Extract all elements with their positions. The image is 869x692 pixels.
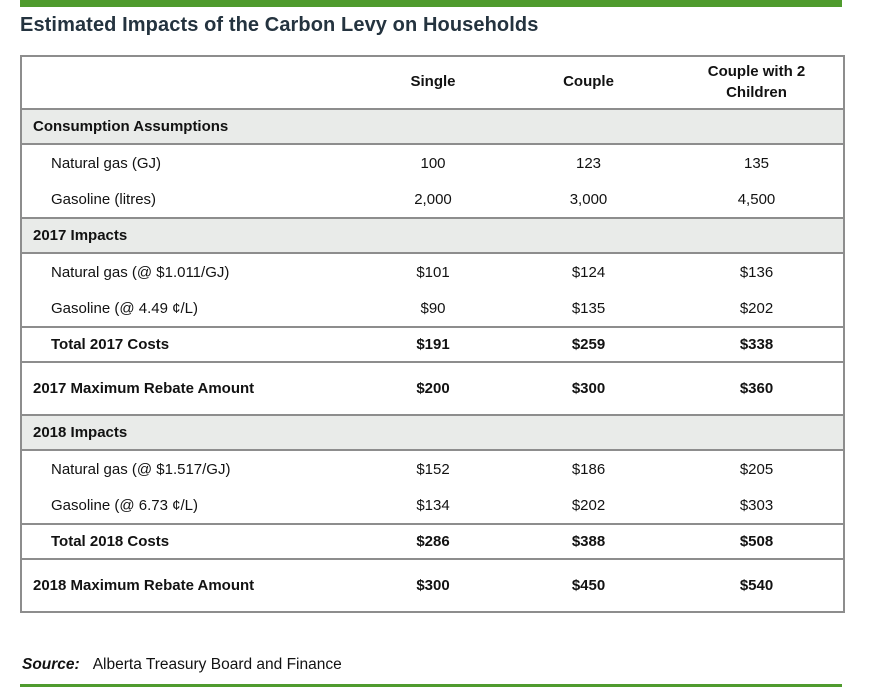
top-accent-bar <box>20 0 842 7</box>
section-label: 2018 Impacts <box>21 414 844 451</box>
cell-couple: $259 <box>507 326 670 363</box>
section-label: 2017 Impacts <box>21 217 844 254</box>
row-label: 2017 Maximum Rebate Amount <box>33 380 255 397</box>
cell-single: $286 <box>359 523 507 560</box>
cell-couple-children: $360 <box>739 380 774 397</box>
section-row-consumption-assumptions: Consumption Assumptions <box>21 108 844 145</box>
section-row-2017-impacts: 2017 Impacts <box>21 217 844 254</box>
header-single: Single <box>410 73 456 91</box>
cell-single: 2,000 <box>414 191 452 208</box>
figure-title: Estimated Impacts of the Carbon Levy on … <box>20 14 539 36</box>
cell-couple: $202 <box>571 497 606 514</box>
row-label: Total 2018 Costs <box>21 523 359 560</box>
cell-couple-children: $202 <box>739 300 774 317</box>
cell-couple-children: $136 <box>739 264 774 281</box>
cell-single: $101 <box>416 264 450 281</box>
row-label: Gasoline (@ 4.49 ¢/L) <box>51 300 198 317</box>
row-label: 2018 Maximum Rebate Amount <box>33 577 255 594</box>
header-empty-cell <box>21 56 359 109</box>
source-label: Source: <box>22 656 80 673</box>
cell-couple: 3,000 <box>569 191 608 208</box>
cell-couple-children: $508 <box>670 523 844 560</box>
section-label: Consumption Assumptions <box>21 108 844 145</box>
carbon-levy-impacts-table: Single Couple Couple with 2 Children Con… <box>20 55 845 613</box>
row-label: Natural gas (@ $1.517/GJ) <box>51 461 231 478</box>
row-2017-maximum-rebate: 2017 Maximum Rebate Amount $200 $300 $36… <box>21 362 844 415</box>
source-line: Source: Alberta Treasury Board and Financ… <box>22 656 342 674</box>
cell-single: $300 <box>416 577 450 594</box>
row-2018-maximum-rebate: 2018 Maximum Rebate Amount $300 $450 $54… <box>21 559 844 612</box>
row-total-2018-costs: Total 2018 Costs $286 $388 $508 <box>21 523 844 560</box>
section-row-2018-impacts: 2018 Impacts <box>21 414 844 451</box>
cell-couple-children: 135 <box>743 155 770 172</box>
row-natural-gas-2018: Natural gas (@ $1.517/GJ) $152 $186 $205 <box>21 450 844 487</box>
source-text: Alberta Treasury Board and Finance <box>92 656 342 673</box>
cell-single: $200 <box>416 380 450 397</box>
cell-couple-children: 4,500 <box>737 191 776 208</box>
row-gasoline-consumption: Gasoline (litres) 2,000 3,000 4,500 <box>21 181 844 218</box>
cell-couple: $450 <box>571 577 606 594</box>
row-label: Gasoline (@ 6.73 ¢/L) <box>51 497 198 514</box>
cell-couple-children: $338 <box>670 326 844 363</box>
cell-couple: $135 <box>571 300 606 317</box>
row-label: Natural gas (@ $1.011/GJ) <box>51 264 230 281</box>
bottom-accent-bar <box>20 684 842 687</box>
cell-couple: $186 <box>571 461 606 478</box>
row-natural-gas-consumption: Natural gas (GJ) 100 123 135 <box>21 144 844 181</box>
cell-single: $134 <box>416 497 450 514</box>
cell-couple: 123 <box>575 155 602 172</box>
cell-couple-children: $540 <box>739 577 774 594</box>
row-gasoline-2017: Gasoline (@ 4.49 ¢/L) $90 $135 $202 <box>21 290 844 327</box>
cell-couple-children: $303 <box>739 497 774 514</box>
cell-couple: $300 <box>571 380 606 397</box>
row-label: Natural gas (GJ) <box>51 155 162 172</box>
cell-single: $90 <box>420 300 446 317</box>
row-total-2017-costs: Total 2017 Costs $191 $259 $338 <box>21 326 844 363</box>
row-label: Total 2017 Costs <box>21 326 359 363</box>
cell-single: $191 <box>359 326 507 363</box>
row-label: Gasoline (litres) <box>51 191 157 208</box>
row-natural-gas-2017: Natural gas (@ $1.011/GJ) $101 $124 $136 <box>21 253 844 290</box>
header-couple-with-2-children: Couple with 2 Children <box>707 63 806 101</box>
cell-single: $152 <box>416 461 450 478</box>
cell-couple-children: $205 <box>739 461 774 478</box>
header-couple: Couple <box>563 73 614 91</box>
cell-couple: $388 <box>507 523 670 560</box>
table-header-row: Single Couple Couple with 2 Children <box>21 56 844 109</box>
row-gasoline-2018: Gasoline (@ 6.73 ¢/L) $134 $202 $303 <box>21 487 844 524</box>
cell-couple: $124 <box>571 264 606 281</box>
cell-single: 100 <box>420 155 446 172</box>
